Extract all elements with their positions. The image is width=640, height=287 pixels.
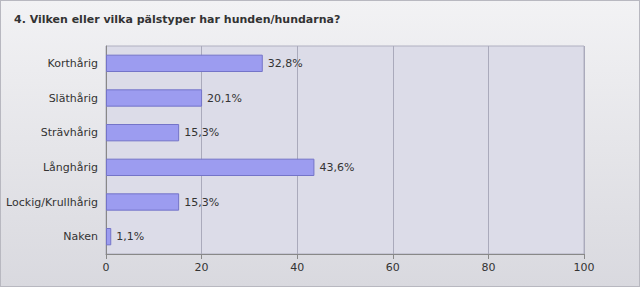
svg-text:80: 80 [481, 261, 495, 274]
svg-text:Naken: Naken [63, 230, 98, 243]
svg-text:20: 20 [195, 261, 209, 274]
svg-text:60: 60 [386, 261, 400, 274]
svg-text:32,8%: 32,8% [268, 57, 303, 70]
svg-text:0: 0 [103, 261, 110, 274]
svg-text:100: 100 [574, 261, 595, 274]
svg-text:Lockig/Krullhårig: Lockig/Krullhårig [6, 196, 98, 209]
svg-text:4. Vilken eller vilka pälstype: 4. Vilken eller vilka pälstyper har hund… [14, 13, 340, 26]
svg-text:15,3%: 15,3% [184, 126, 219, 139]
svg-text:1,1%: 1,1% [116, 230, 144, 243]
svg-text:20,1%: 20,1% [207, 92, 242, 105]
svg-text:Släthårig: Släthårig [49, 92, 98, 105]
svg-text:43,6%: 43,6% [319, 161, 354, 174]
svg-text:40: 40 [290, 261, 304, 274]
svg-text:Strävhårig: Strävhårig [41, 126, 98, 139]
svg-text:Korthårig: Korthårig [47, 57, 98, 70]
svg-text:15,3%: 15,3% [184, 196, 219, 209]
svg-text:Långhårig: Långhårig [43, 161, 98, 174]
